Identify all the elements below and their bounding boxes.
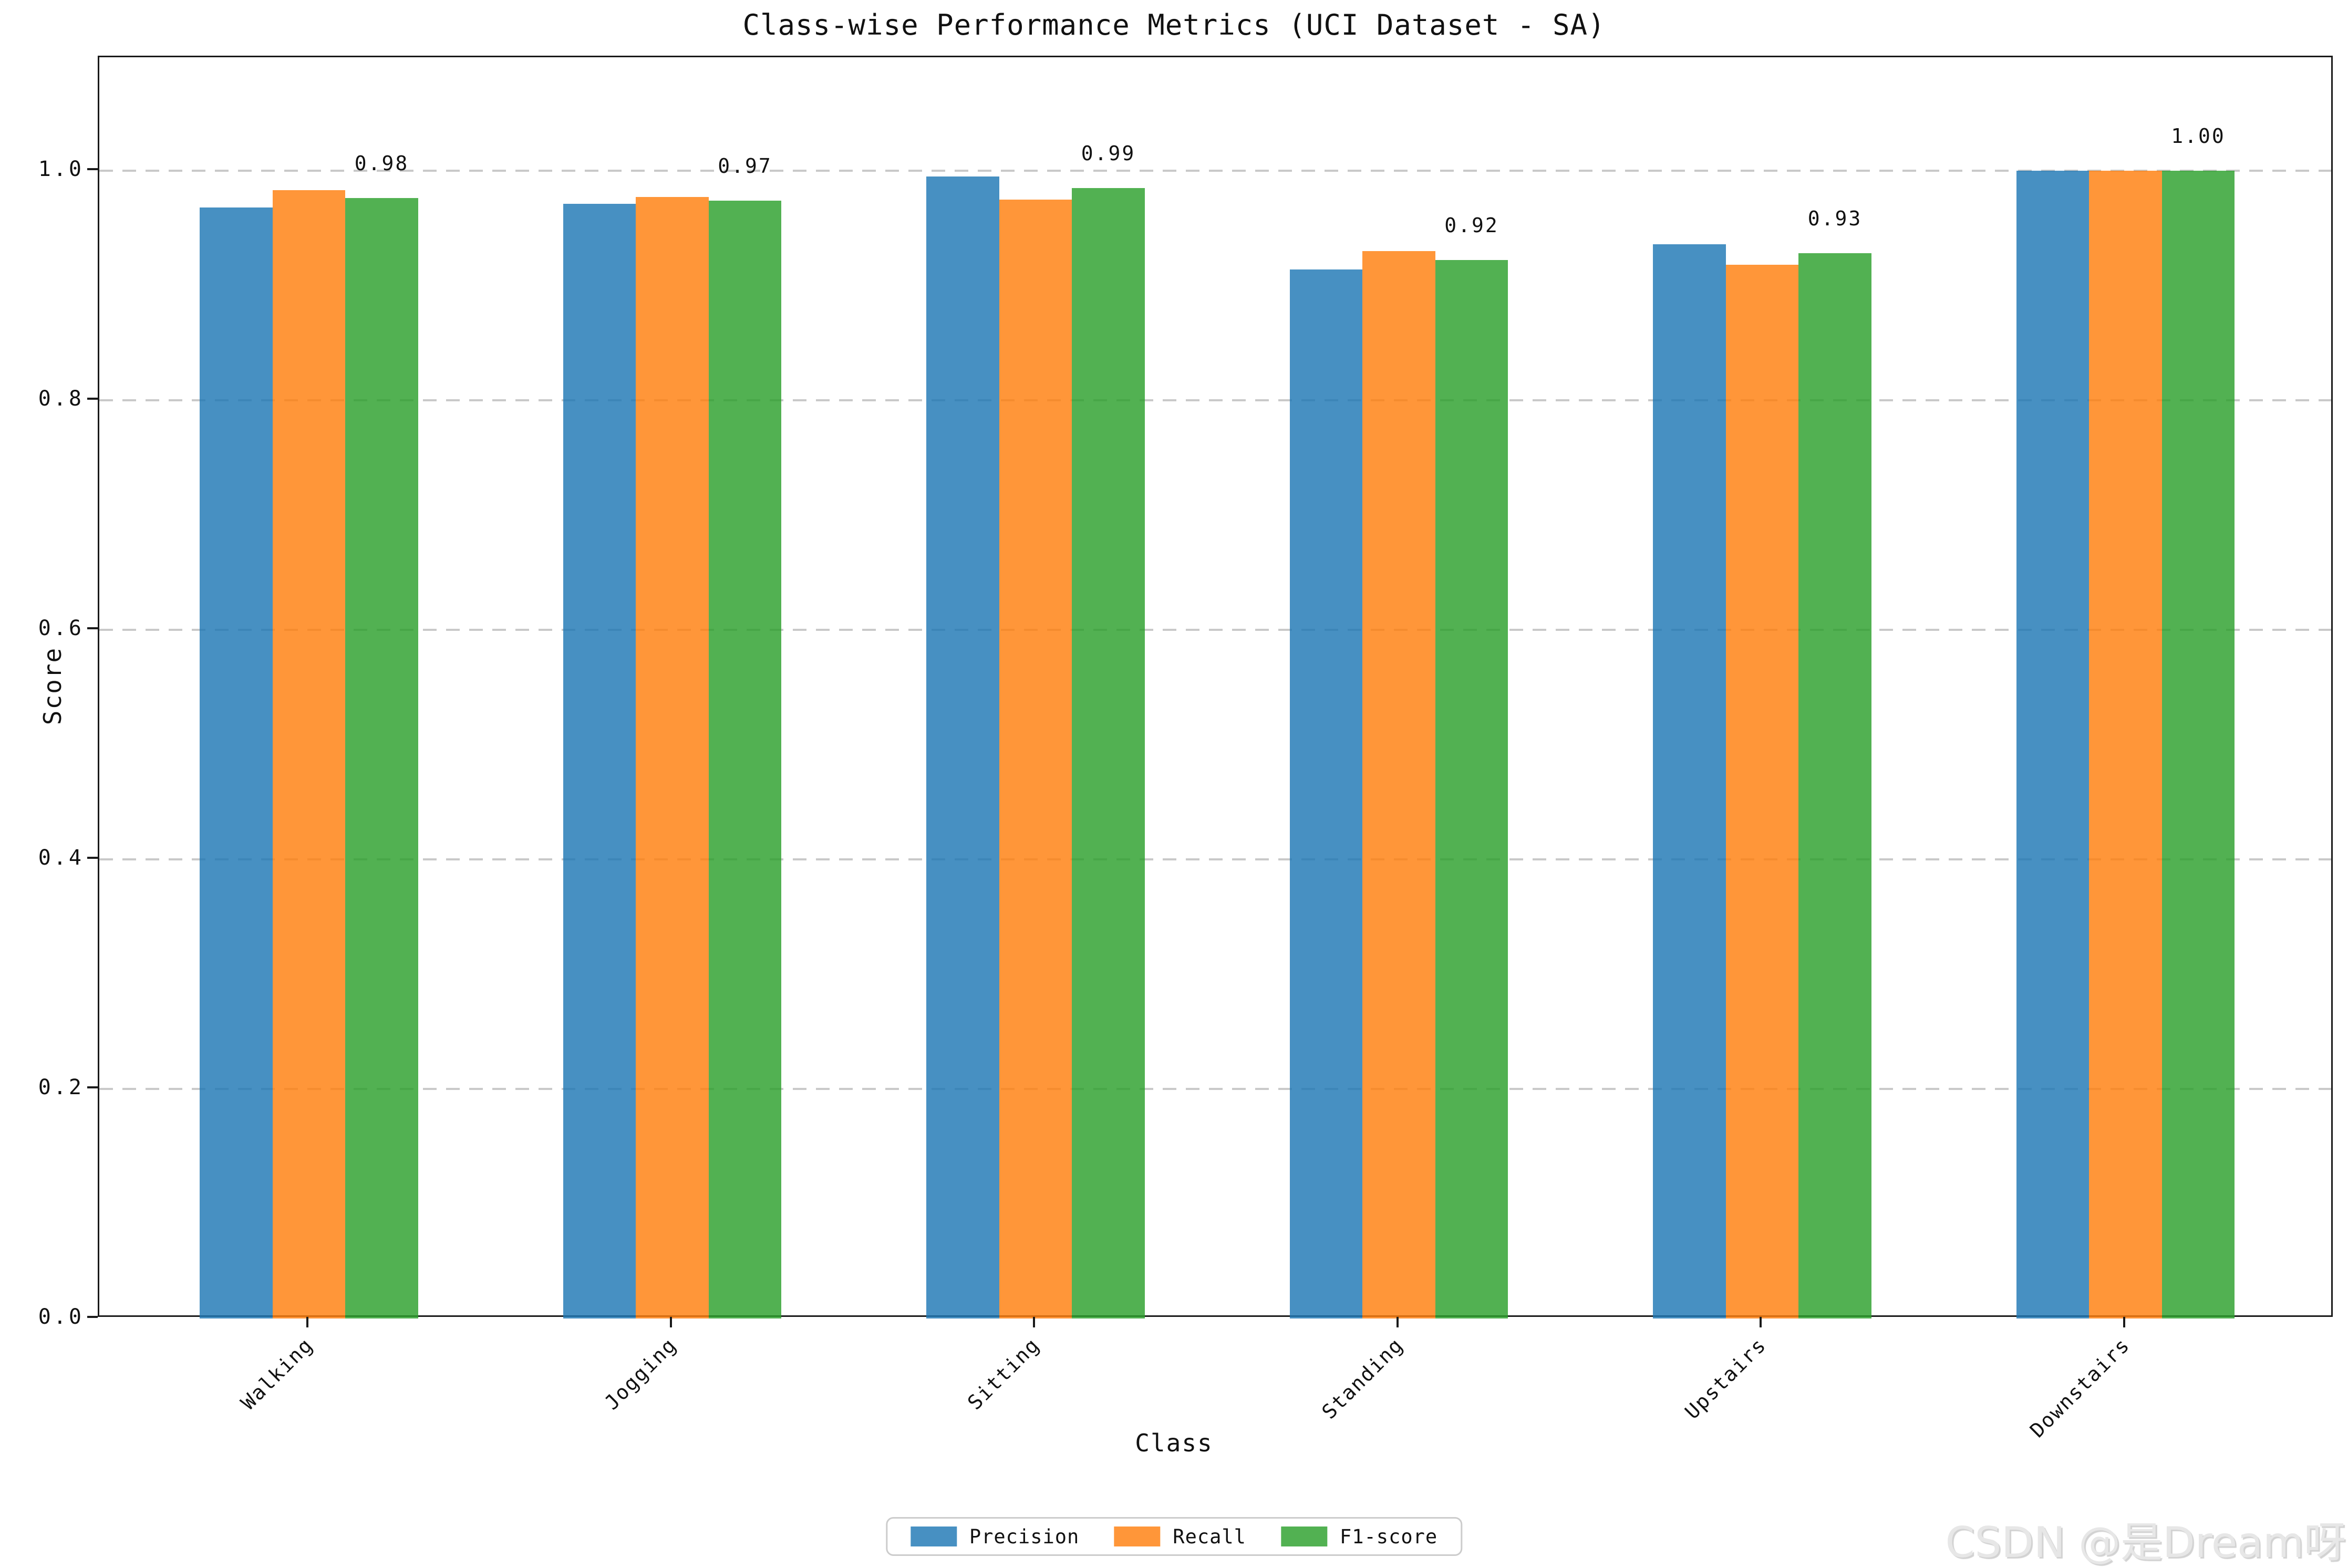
y-tick-mark	[87, 168, 98, 170]
bar-value-label: 0.97	[718, 154, 772, 178]
legend-label: Precision	[969, 1525, 1080, 1548]
bar-jogging-precision	[563, 204, 636, 1318]
legend-item-recall: Recall	[1114, 1525, 1246, 1548]
x-tick-label-standing: Standing	[1317, 1333, 1408, 1424]
y-tick-label: 0.8	[38, 387, 84, 411]
legend-swatch-icon	[910, 1527, 957, 1546]
legend-swatch-icon	[1280, 1527, 1327, 1546]
x-tick-mark	[669, 1317, 672, 1327]
x-tick-mark	[1760, 1317, 1762, 1327]
watermark: CSDN @是Dream呀	[1945, 1518, 2346, 1567]
x-tick-label-jogging: Jogging	[599, 1333, 681, 1415]
y-tick-label: 0.6	[38, 616, 84, 640]
x-axis-label: Class	[1135, 1429, 1213, 1457]
legend: Precision Recall F1-score	[885, 1517, 1463, 1556]
bar-sitting-f1-score	[1072, 188, 1145, 1318]
bar-jogging-recall	[636, 197, 709, 1318]
legend-swatch-icon	[1114, 1527, 1161, 1546]
y-tick-label: 0.4	[38, 846, 84, 870]
legend-label: Recall	[1173, 1525, 1246, 1548]
bar-downstairs-recall	[2089, 171, 2162, 1318]
x-tick-mark	[306, 1317, 308, 1327]
y-tick-label: 1.0	[38, 157, 84, 181]
y-tick-mark	[87, 1316, 98, 1318]
bar-downstairs-f1-score	[2161, 171, 2235, 1318]
y-tick-mark	[87, 857, 98, 859]
y-axis-label: Score	[38, 647, 67, 725]
bar-walking-recall	[272, 190, 346, 1318]
x-tick-label-upstairs: Upstairs	[1680, 1333, 1771, 1424]
bar-value-label: 0.92	[1444, 214, 1499, 237]
legend-item-f1-score: F1-score	[1280, 1525, 1438, 1548]
bar-downstairs-precision	[2016, 171, 2090, 1318]
x-tick-label-walking: Walking	[236, 1333, 318, 1415]
chart-title: Class-wise Performance Metrics (UCI Data…	[742, 8, 1606, 41]
bar-walking-precision	[200, 207, 273, 1318]
x-tick-label-downstairs: Downstairs	[2025, 1333, 2134, 1442]
bar-upstairs-precision	[1653, 244, 1726, 1318]
plot-area: 0.98 0.97 0.99 0.92 0.93 1.00	[98, 56, 2333, 1318]
x-tick-mark	[1396, 1317, 1399, 1327]
gridline-y-0.6	[99, 629, 2331, 631]
x-tick-label-sitting: Sitting	[963, 1333, 1044, 1415]
bar-sitting-precision	[926, 176, 999, 1318]
bar-standing-precision	[1289, 269, 1363, 1318]
gridline-y-1.0	[99, 170, 2331, 172]
bar-value-label: 0.99	[1081, 141, 1136, 165]
y-tick-label: 0.2	[38, 1075, 84, 1099]
bar-standing-recall	[1362, 251, 1435, 1318]
gridline-y-0.8	[99, 399, 2331, 401]
gridline-y-0.2	[99, 1088, 2331, 1090]
bar-walking-f1-score	[345, 198, 418, 1318]
legend-item-precision: Precision	[910, 1525, 1080, 1548]
bar-value-label: 1.00	[2171, 124, 2226, 148]
legend-label: F1-score	[1339, 1525, 1438, 1548]
bar-jogging-f1-score	[708, 200, 782, 1318]
y-tick-mark	[87, 398, 98, 400]
x-tick-mark	[1033, 1317, 1035, 1327]
gridline-y-0.4	[99, 858, 2331, 860]
bar-value-label: 0.98	[354, 152, 409, 175]
y-tick-mark	[87, 1086, 98, 1088]
bar-sitting-recall	[999, 199, 1072, 1318]
y-tick-mark	[87, 627, 98, 629]
y-tick-label: 0.0	[38, 1305, 84, 1329]
bar-upstairs-f1-score	[1798, 253, 1871, 1318]
bar-upstairs-recall	[1725, 265, 1799, 1318]
bar-value-label: 0.93	[1807, 207, 1863, 231]
x-tick-mark	[2123, 1317, 2125, 1327]
bar-standing-f1-score	[1435, 260, 1508, 1318]
